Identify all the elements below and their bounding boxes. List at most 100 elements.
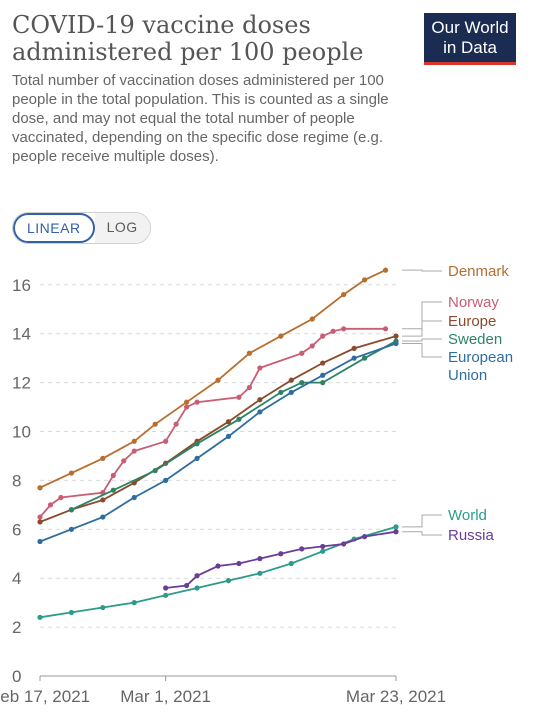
gridlines — [40, 284, 396, 677]
data-point — [257, 365, 263, 371]
logo-line-2: in Data — [443, 38, 497, 57]
data-point — [152, 421, 158, 427]
data-point — [121, 458, 127, 464]
data-point — [100, 497, 106, 503]
data-point — [37, 485, 43, 491]
data-point — [194, 585, 200, 591]
data-point — [152, 468, 158, 474]
legend-label: Russia — [448, 527, 495, 544]
y-tick-label: 16 — [12, 276, 31, 295]
data-point — [278, 551, 284, 557]
data-point — [131, 600, 137, 606]
data-point — [47, 502, 54, 508]
data-point — [320, 548, 326, 554]
data-point — [225, 419, 232, 425]
data-point — [110, 472, 116, 479]
data-point — [194, 399, 200, 405]
y-tick-label: 10 — [12, 423, 31, 442]
legend-label: World — [448, 507, 487, 524]
data-point — [163, 592, 169, 598]
data-point — [361, 534, 368, 540]
data-point — [236, 394, 242, 400]
series-line — [39, 269, 386, 489]
data-point — [68, 470, 75, 476]
legend-connector — [402, 531, 442, 536]
x-tick-label: Mar 1, 2021 — [120, 687, 211, 706]
chart-title: COVID-19 vaccine doses administered per … — [12, 11, 364, 66]
data-point — [382, 326, 389, 332]
series-world — [37, 524, 399, 620]
owid-logo[interactable]: Our World in Data — [424, 13, 516, 65]
scale-toggle[interactable]: LINEAR LOG — [12, 212, 151, 244]
data-point — [393, 529, 399, 535]
data-point — [257, 409, 263, 415]
data-point — [68, 507, 75, 513]
data-point — [393, 333, 399, 339]
data-point — [131, 438, 137, 444]
data-point — [236, 560, 242, 567]
data-point — [37, 614, 43, 620]
data-point — [37, 519, 43, 525]
y-tick-label: 12 — [12, 374, 31, 393]
data-point — [288, 377, 294, 383]
data-point — [257, 570, 263, 576]
y-tick-label: 4 — [12, 569, 21, 588]
legend-connector — [402, 514, 442, 528]
data-point — [341, 326, 347, 332]
data-point — [320, 333, 326, 339]
data-point — [131, 448, 137, 454]
data-point — [320, 360, 326, 366]
data-point — [393, 524, 399, 530]
data-point — [194, 455, 200, 461]
data-point — [225, 433, 232, 439]
y-tick-label: 8 — [12, 471, 21, 490]
data-point — [131, 494, 137, 501]
data-point — [320, 372, 326, 378]
data-point — [320, 380, 326, 386]
data-point — [330, 328, 336, 334]
y-tick-label: 6 — [12, 520, 21, 539]
series-lines — [37, 267, 399, 620]
y-tick-label: 2 — [12, 618, 21, 637]
data-point — [361, 277, 368, 283]
data-point — [225, 578, 232, 584]
chart-subtitle: Total number of vaccination doses admini… — [12, 72, 389, 165]
legend-label: Europe — [448, 313, 496, 330]
legend-connector — [402, 320, 442, 337]
data-point — [37, 538, 43, 545]
data-point — [58, 494, 64, 501]
data-point — [278, 389, 284, 395]
legend-label: Denmark — [448, 263, 509, 280]
data-point — [183, 404, 190, 410]
data-point — [382, 267, 389, 273]
data-point — [341, 291, 347, 298]
series-line — [39, 342, 397, 543]
linear-scale-button[interactable]: LINEAR — [13, 213, 95, 243]
data-point — [299, 350, 305, 356]
series-europe — [37, 333, 399, 525]
data-point — [236, 416, 242, 422]
data-point — [257, 556, 263, 562]
data-point — [320, 543, 326, 550]
legend-label: Union — [448, 367, 487, 384]
data-point — [309, 343, 315, 349]
legend-connector — [402, 269, 442, 272]
data-point — [361, 355, 368, 361]
data-point — [257, 397, 263, 403]
data-point — [288, 560, 294, 567]
series-sweden — [68, 338, 399, 513]
y-axis-ticks: 0 2 4 6 8 10 12 14 16 — [12, 276, 31, 686]
data-point — [68, 526, 75, 532]
y-tick-label: 0 — [12, 667, 21, 686]
x-axis-ticks: Feb 17, 2021 Mar 1, 2021 Mar 23, 2021 — [0, 676, 446, 706]
data-point — [163, 585, 169, 591]
series-line — [71, 340, 397, 511]
data-point — [100, 455, 106, 461]
data-point — [299, 380, 305, 386]
y-tick-label: 14 — [12, 325, 31, 344]
data-point — [351, 355, 357, 361]
data-point — [110, 487, 116, 493]
log-scale-button[interactable]: LOG — [94, 213, 150, 243]
